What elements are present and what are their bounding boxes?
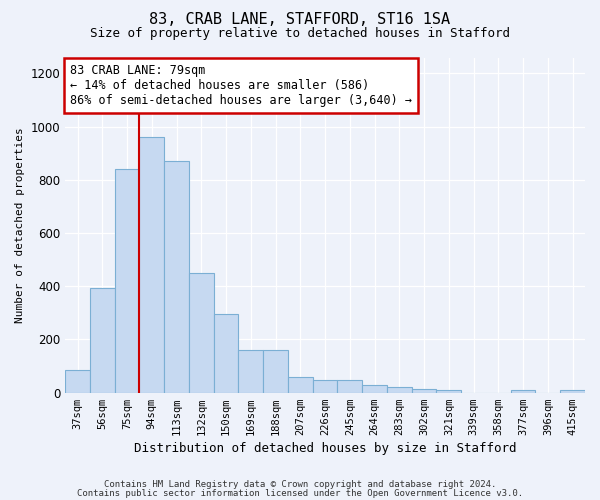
Bar (362, 384, 387, 392)
Bar (65, 370, 90, 392)
Bar (115, 169, 139, 392)
Text: 83, CRAB LANE, STAFFORD, ST16 1SA: 83, CRAB LANE, STAFFORD, ST16 1SA (149, 12, 451, 28)
Bar (288, 376, 313, 392)
Bar (412, 388, 436, 392)
X-axis label: Distribution of detached houses by size in Stafford: Distribution of detached houses by size … (134, 442, 517, 455)
Bar (164, 162, 189, 392)
Text: Size of property relative to detached houses in Stafford: Size of property relative to detached ho… (90, 28, 510, 40)
Bar (214, 314, 238, 392)
Bar (189, 273, 214, 392)
Text: Contains public sector information licensed under the Open Government Licence v3: Contains public sector information licen… (77, 490, 523, 498)
Bar (511, 390, 535, 392)
Bar (139, 138, 164, 392)
Bar (238, 350, 263, 393)
Text: 83 CRAB LANE: 79sqm
← 14% of detached houses are smaller (586)
86% of semi-detac: 83 CRAB LANE: 79sqm ← 14% of detached ho… (70, 64, 412, 107)
Bar (263, 350, 288, 393)
Bar (560, 390, 585, 392)
Text: Contains HM Land Registry data © Crown copyright and database right 2024.: Contains HM Land Registry data © Crown c… (104, 480, 496, 489)
Bar (313, 380, 337, 392)
Bar (337, 380, 362, 392)
Bar (90, 288, 115, 393)
Y-axis label: Number of detached properties: Number of detached properties (15, 127, 25, 323)
Bar (387, 388, 412, 392)
Bar (436, 390, 461, 392)
